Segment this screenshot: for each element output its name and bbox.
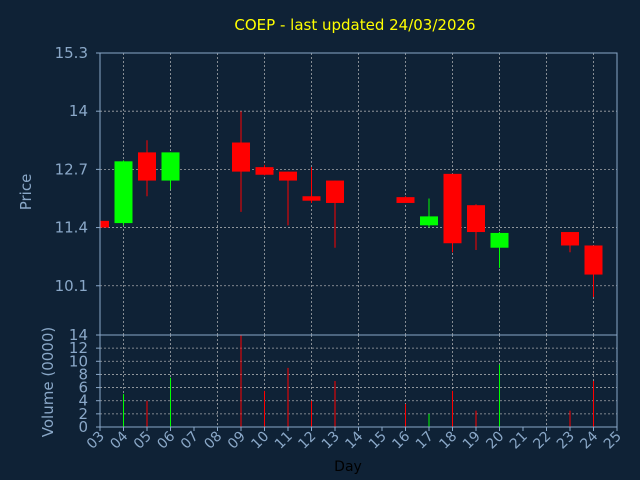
- candle-body: [161, 152, 180, 181]
- volume-tick-label: 12: [69, 339, 88, 357]
- candle-body: [584, 245, 603, 275]
- candle-body: [561, 232, 579, 246]
- candle-body: [138, 152, 156, 181]
- candle-body: [396, 197, 415, 203]
- price-candles: [99, 111, 603, 297]
- candle-body: [420, 216, 438, 226]
- volume-bars: [123, 335, 594, 427]
- price-tick-label: 12.7: [55, 160, 88, 178]
- candle-body: [302, 196, 321, 201]
- candle-body: [443, 173, 462, 244]
- candle-body: [232, 142, 250, 172]
- price-tick-label: 14: [69, 102, 88, 120]
- volume-tick-label: 2: [78, 405, 88, 423]
- x-axis-label: Day: [334, 459, 362, 475]
- price-tick-label: 11.4: [55, 219, 88, 237]
- candle-body: [279, 171, 297, 181]
- volume-tick-label: 6: [78, 379, 88, 397]
- candle-body: [255, 167, 274, 175]
- volume-tick-label: 10: [69, 352, 88, 370]
- chart-title: COEP - last updated 24/03/2026: [234, 16, 475, 34]
- price-axis-label: Price: [17, 174, 35, 211]
- candle-body: [490, 232, 509, 248]
- price-tick-label: 10.1: [55, 277, 88, 295]
- candle-body: [114, 161, 133, 224]
- price-tick-label: 15.3: [55, 44, 88, 62]
- candle-body: [100, 220, 109, 228]
- volume-tick-label: 0: [78, 418, 88, 436]
- volume-tick-label: 8: [78, 365, 88, 383]
- candle-body: [467, 205, 485, 233]
- axis-ticks: [96, 52, 618, 431]
- candle-body: [326, 180, 344, 203]
- volume-tick-label: 14: [69, 326, 88, 344]
- volume-axis-label: Volume (0000): [39, 327, 57, 437]
- volume-tick-label: 4: [78, 392, 88, 410]
